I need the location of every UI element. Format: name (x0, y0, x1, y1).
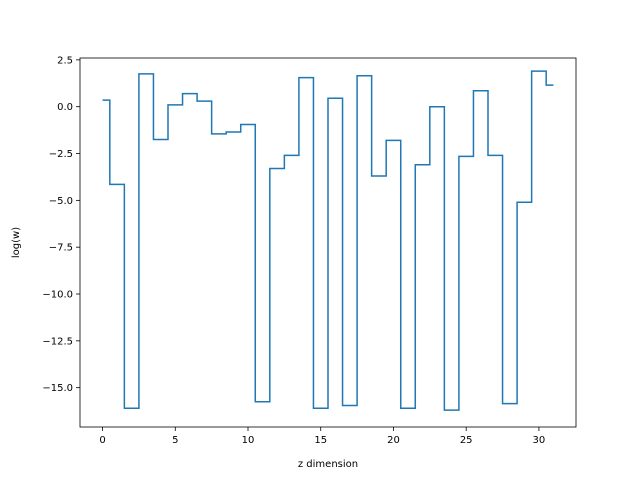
y-tick-label: −2.5 (49, 149, 73, 160)
y-axis-ticks: 2.5 0.0 −2.5 −5.0 −7.5 −10.0 −12.5 −15.0 (42, 55, 80, 394)
x-tick-label: 30 (533, 435, 546, 446)
series-line (102, 70, 554, 411)
y-tick-label: 0.0 (57, 102, 73, 113)
x-tick-label: 0 (99, 435, 105, 446)
x-axis-label: z dimension (298, 459, 358, 470)
x-tick-label: 25 (460, 435, 473, 446)
y-tick-label: −12.5 (42, 336, 73, 347)
y-tick-label: −7.5 (49, 243, 73, 254)
x-tick-label: 5 (172, 435, 178, 446)
y-tick-label: −15.0 (42, 383, 73, 394)
x-axis-ticks: 0 5 10 15 20 25 30 (99, 427, 545, 446)
y-axis-label: log(w) (11, 227, 22, 258)
x-tick-label: 20 (387, 435, 400, 446)
plot-frame (79, 57, 577, 428)
y-tick-label: 2.5 (57, 55, 73, 66)
x-tick-label: 15 (314, 435, 327, 446)
y-tick-label: −10.0 (42, 290, 73, 301)
x-tick-label: 10 (242, 435, 255, 446)
y-tick-label: −5.0 (49, 196, 73, 207)
